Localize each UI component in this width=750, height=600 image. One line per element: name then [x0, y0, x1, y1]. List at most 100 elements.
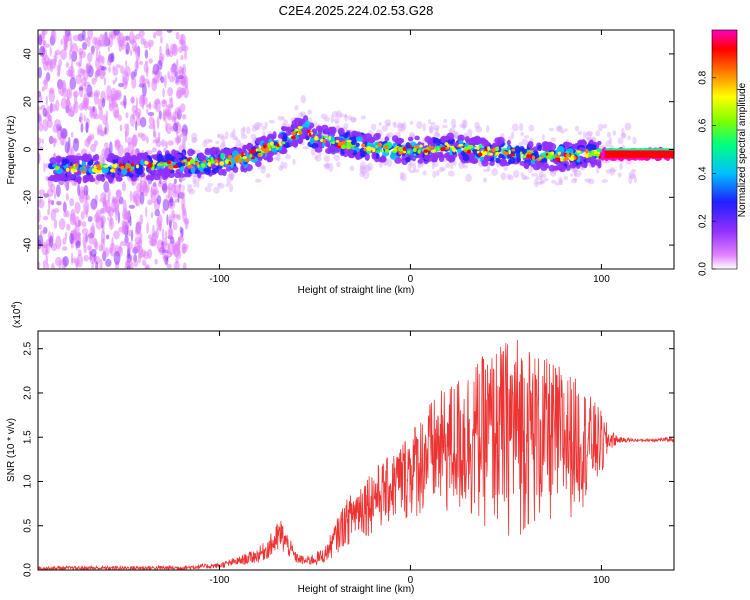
heatmap-faint-cell	[409, 131, 415, 138]
heatmap-faint-cell	[350, 116, 357, 122]
heatmap-ridge-cell	[255, 160, 262, 168]
heatmap-core-cell	[423, 149, 429, 153]
heatmap-core-cell	[269, 141, 274, 146]
heatmap-core-cell	[522, 154, 527, 159]
heatmap-faint-cell	[550, 179, 557, 184]
heatmap-faint-cell	[543, 177, 549, 182]
heatmap-noise-cell	[78, 86, 84, 91]
heatmap-faint-cell	[563, 176, 569, 181]
heatmap-noise-cell	[177, 237, 181, 250]
heatmap-core-cell	[135, 164, 140, 169]
heatmap-ridge-cell	[126, 152, 131, 161]
heatmap-faint-cell	[432, 170, 437, 178]
heatmap-faint-cell	[228, 173, 235, 180]
heatmap-ridge-cell	[101, 166, 109, 174]
heatmap-noise-cell	[135, 96, 138, 110]
heatmap-faint-cell	[204, 186, 212, 193]
heatmap-core-cell	[95, 164, 101, 168]
heatmap-noise-cell	[66, 223, 71, 231]
spectrogram-ticks: -100 0 100 -40 -20 0 20 40	[23, 30, 674, 285]
heatmap-noise-cell	[116, 139, 121, 149]
heatmap-ridge-cell	[561, 160, 570, 166]
heatmap-faint-cell	[428, 125, 434, 134]
heatmap-faint-cell	[344, 113, 348, 122]
heatmap-core-cell	[217, 157, 221, 161]
heatmap-faint-cell	[225, 131, 229, 139]
heatmap-core-cell	[95, 170, 101, 174]
heatmap-core-cell	[324, 135, 328, 139]
heatmap-faint-cell	[612, 130, 617, 136]
heatmap-noise-cell	[118, 196, 124, 205]
heatmap-noise-cell	[171, 64, 175, 70]
heatmap-faint-cell	[500, 172, 507, 181]
heatmap-faint-cell	[513, 169, 520, 179]
heatmap-core-cell	[203, 160, 206, 164]
spectrogram-y-tick-label: -20	[23, 190, 34, 205]
heatmap-noise-cell	[63, 211, 67, 218]
heatmap-core-cell	[228, 160, 232, 166]
heatmap-ridge-cell	[211, 167, 219, 174]
heatmap-noise-cell	[84, 37, 88, 42]
heatmap-noise-cell	[69, 198, 75, 207]
snr-panel: -100 0 100 0.0 0.5 1.0 1.5 2.0 2.5 Height of str…	[6, 301, 675, 595]
heatmap-noise-cell	[147, 248, 153, 259]
heatmap-noise-cell	[114, 77, 118, 82]
heatmap-faint-cell	[538, 170, 544, 178]
heatmap-noise-cell	[112, 102, 119, 108]
heatmap-core-cell	[200, 163, 206, 168]
heatmap-faint-cell	[399, 171, 405, 180]
heatmap-core-cell	[184, 162, 188, 166]
heatmap-faint-cell	[240, 127, 246, 136]
heatmap-ridge-cell	[590, 160, 596, 168]
heatmap-faint-cell	[370, 123, 377, 131]
heatmap-noise-cell	[106, 95, 110, 102]
heatmap-faint-cell	[202, 140, 208, 148]
heatmap-noise-cell	[161, 100, 168, 108]
heatmap-noise-cell	[136, 182, 143, 193]
heatmap-faint-cell	[620, 132, 627, 139]
heatmap-noise-cell	[76, 253, 84, 268]
heatmap-noise-cell	[164, 230, 168, 240]
heatmap-ridge-cell	[96, 174, 104, 181]
heatmap-noise-cell	[122, 70, 129, 85]
snr-y-label: SNR (10 * v/v)	[6, 418, 17, 482]
heatmap-core-cell	[484, 150, 487, 155]
heatmap-core-cell	[563, 157, 570, 161]
heatmap-noise-cell	[42, 30, 46, 39]
heatmap-faint-cell	[508, 175, 514, 181]
heatmap-noise-cell	[47, 208, 50, 216]
heatmap-core-cell	[219, 161, 225, 166]
heatmap-noise-cell	[112, 104, 120, 119]
heatmap-noise-cell	[83, 254, 89, 262]
heatmap-noise-cell	[145, 206, 148, 218]
heatmap-noise-cell	[104, 142, 109, 149]
heatmap-faint-cell	[359, 164, 365, 174]
heatmap-ridge-cell	[164, 153, 173, 161]
heatmap-core-cell	[363, 148, 367, 152]
heatmap-faint-cell	[292, 158, 296, 165]
heatmap-faint-cell	[601, 179, 609, 183]
heatmap-noise-cell	[135, 120, 138, 131]
heatmap-ridge-cell	[299, 134, 307, 139]
heatmap-noise-cell	[130, 96, 135, 104]
heatmap-faint-cell	[586, 137, 591, 142]
heatmap-noise-cell	[174, 71, 178, 78]
heatmap-core-cell	[97, 167, 103, 171]
heatmap-ridge-cell	[257, 156, 263, 162]
heatmap-noise-cell	[139, 231, 143, 244]
heatmap-noise-cell	[111, 196, 116, 204]
heatmap-core-cell	[308, 132, 312, 137]
heatmap-core-cell	[249, 153, 253, 158]
heatmap-noise-cell	[162, 249, 169, 254]
snr-y-tick-label: 1.5	[23, 430, 34, 444]
heatmap-faint-cell	[474, 121, 480, 129]
heatmap-noise-cell	[169, 75, 175, 83]
heatmap-core-cell	[103, 165, 109, 168]
heatmap-noise-cell	[125, 60, 128, 67]
heatmap-noise-cell	[140, 36, 145, 45]
heatmap-core-cell	[402, 150, 407, 154]
heatmap-noise-cell	[105, 36, 111, 43]
heatmap-noise-cell	[93, 91, 99, 105]
heatmap-faint-cell	[227, 174, 233, 178]
